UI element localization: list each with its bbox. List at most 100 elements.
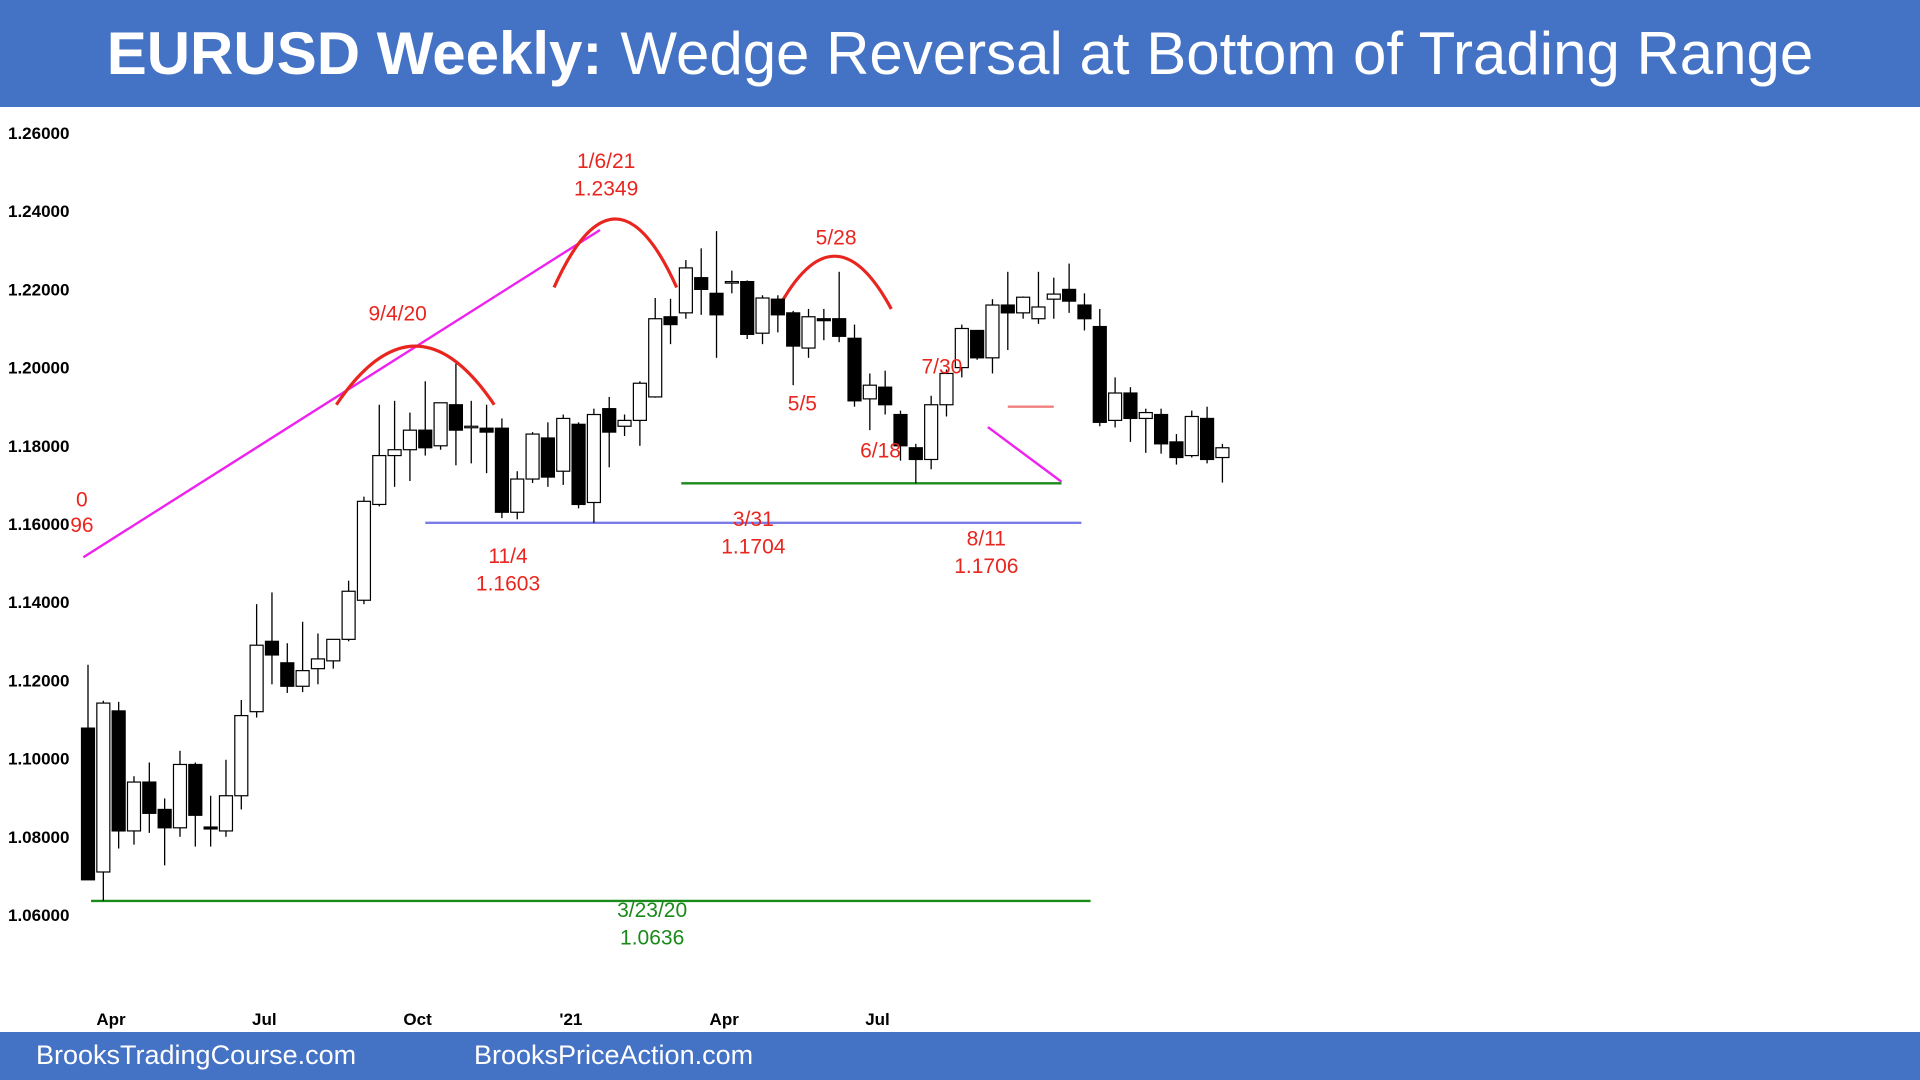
candle [264, 592, 280, 685]
candle [1000, 271, 1015, 351]
candle [540, 422, 556, 487]
candle [709, 231, 724, 358]
candle-body [387, 449, 402, 457]
candle-body [1077, 304, 1092, 320]
candle-body [172, 763, 188, 829]
candle [126, 776, 142, 845]
candle-body [111, 710, 126, 832]
candle-body [264, 640, 280, 656]
candle-body [494, 427, 510, 513]
annotation-label: 7/30 [921, 355, 962, 378]
annotation-label: 9/4/20 [368, 303, 426, 326]
candle-body [203, 826, 218, 830]
y-tick-label: 1.14000 [8, 593, 69, 612]
candle [1077, 293, 1092, 331]
candle [96, 700, 111, 901]
candle-body [770, 298, 785, 316]
top-arcs [335, 217, 893, 406]
annotation-label: 8/11 [967, 528, 1006, 551]
candle-body [341, 590, 356, 640]
candle-body [893, 413, 908, 447]
candle [862, 373, 877, 431]
candle-body [157, 808, 172, 829]
candle [556, 414, 571, 485]
footer-site-priceaction: BrooksPriceAction.com [474, 1040, 754, 1070]
candle-body [556, 417, 571, 472]
candle-body [326, 638, 341, 662]
candle [188, 762, 203, 847]
y-tick-label: 1.26000 [8, 124, 69, 143]
candle-body [724, 280, 739, 284]
candle-body [740, 280, 755, 335]
chart-title-banner: EURUSD Weekly: Wedge Reversal at Bottom … [0, 0, 1920, 107]
x-tick-label: Oct [403, 1010, 432, 1029]
candle [586, 408, 601, 523]
x-tick-label: Jul [252, 1010, 277, 1029]
annotation-label: 6/18 [860, 440, 901, 463]
candle-body [234, 714, 249, 797]
candle [755, 295, 770, 345]
candle [1092, 308, 1107, 427]
candle [310, 633, 326, 685]
candle [832, 271, 847, 343]
candle-body [663, 316, 678, 326]
annotation-label: 5/28 [816, 226, 857, 249]
annotation-label: 1.0636 [620, 926, 684, 949]
candle-body [510, 478, 525, 513]
y-axis: 1.26000 1.24000 1.22000 1.20000 1.18000 1.160… [8, 124, 69, 925]
annotation-label: 1.1603 [476, 572, 540, 595]
footer-site-course: BrooksTradingCourse.com [36, 1040, 357, 1070]
candle-body [1031, 306, 1046, 320]
candle [801, 308, 816, 358]
candle [694, 248, 709, 315]
candle-body [1046, 293, 1061, 300]
candle-body [295, 670, 310, 687]
candle [111, 701, 126, 849]
candle-body [924, 404, 939, 461]
candle-body [1184, 415, 1199, 457]
candle-body [816, 318, 831, 322]
candle [954, 324, 969, 378]
y-tick-label: 1.12000 [8, 671, 69, 690]
candle-body [464, 425, 479, 429]
candle [1108, 377, 1123, 428]
candle-body [678, 267, 693, 314]
candle [878, 370, 893, 415]
y-tick-label: 1.08000 [8, 828, 69, 847]
candle-body [126, 781, 142, 832]
candle-body [617, 419, 632, 427]
candle-body [1123, 392, 1138, 420]
candle-body [479, 427, 494, 433]
annotations: 9/4/20 1/6/21 1.2349 5/28 7/30 5/5 6/18 11/4 1.1… [70, 150, 1018, 949]
candle [387, 400, 402, 487]
candle-body [356, 500, 372, 601]
candle-body [602, 408, 617, 433]
candle-body [280, 662, 295, 687]
candle-body [1092, 325, 1107, 423]
candle [893, 410, 908, 461]
x-tick-label: '21 [559, 1010, 582, 1029]
candle [1169, 434, 1184, 465]
candle [203, 795, 218, 847]
annotation-label: 1.1704 [721, 535, 786, 558]
annotation-label: 3/23/20 [617, 899, 687, 922]
candle-body [310, 658, 326, 670]
candle-body [188, 763, 203, 816]
candle-body [1016, 296, 1031, 314]
candle-body [786, 312, 801, 347]
x-tick-label: Apr [710, 1010, 740, 1029]
top-arc-1-6-21 [552, 217, 679, 289]
candle-body [908, 447, 923, 461]
candle [1138, 408, 1153, 453]
candle-body [847, 337, 862, 402]
candle [985, 299, 1000, 374]
candle [939, 369, 954, 417]
candle-body [709, 292, 724, 316]
candle [142, 762, 157, 833]
annotation-label: 96 [70, 514, 93, 537]
candle [1184, 410, 1199, 458]
candle-body [142, 781, 157, 814]
candle [617, 414, 632, 437]
y-tick-label: 1.06000 [8, 906, 69, 925]
candle [510, 471, 525, 520]
